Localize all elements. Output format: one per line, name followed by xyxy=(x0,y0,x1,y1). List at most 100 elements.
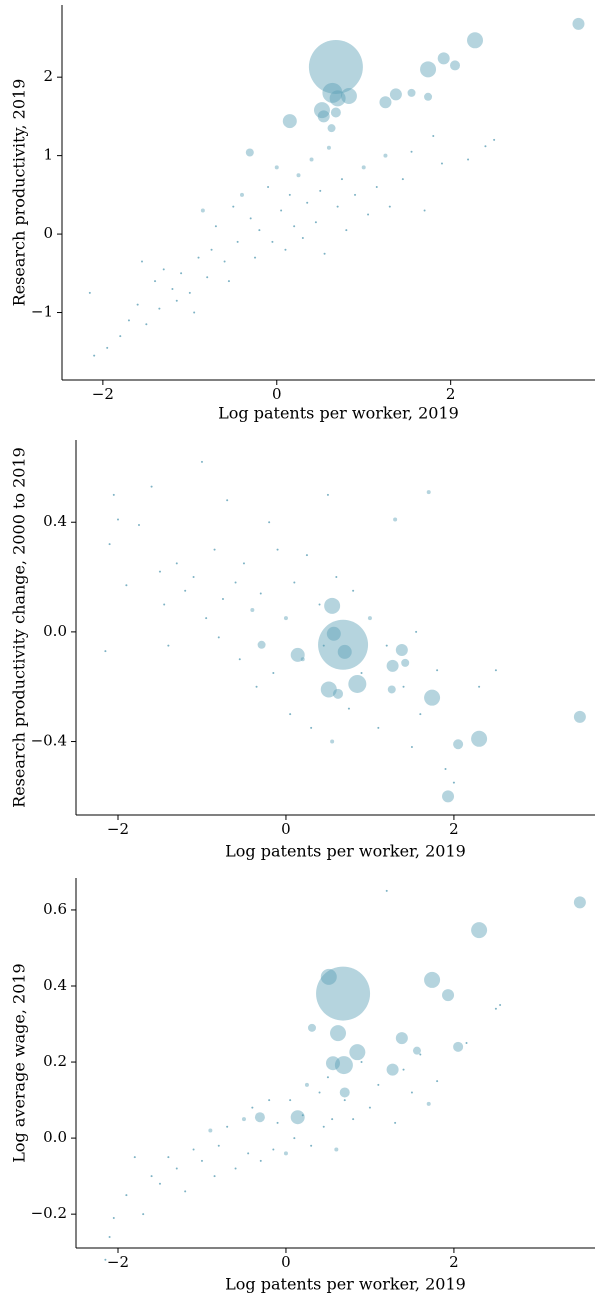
point xyxy=(162,268,165,271)
point xyxy=(572,17,585,30)
point xyxy=(310,726,313,729)
point xyxy=(320,681,337,698)
point xyxy=(388,205,391,208)
point xyxy=(323,252,326,255)
point xyxy=(226,499,229,502)
point xyxy=(327,124,336,133)
y-tick-label: 0 xyxy=(43,224,53,242)
point xyxy=(193,311,196,314)
point xyxy=(150,485,153,488)
point xyxy=(236,240,239,243)
point xyxy=(108,1235,111,1238)
point xyxy=(306,201,309,204)
point xyxy=(137,523,140,526)
point xyxy=(223,260,226,263)
point xyxy=(192,576,195,579)
x-tick-label: 0 xyxy=(272,385,282,403)
point xyxy=(385,644,388,647)
y-tick-label: 0.4 xyxy=(43,512,67,530)
x-tick-label: −2 xyxy=(92,385,114,403)
point xyxy=(410,150,413,153)
point xyxy=(337,644,352,659)
point xyxy=(442,989,455,1002)
x-tick-label: 2 xyxy=(449,820,459,838)
point xyxy=(336,205,339,208)
point xyxy=(407,88,416,97)
point xyxy=(257,640,266,649)
point xyxy=(180,272,183,275)
point xyxy=(301,1114,304,1117)
point xyxy=(276,548,279,551)
x-axis-label: Log patents per worker, 2019 xyxy=(225,842,466,861)
point xyxy=(200,1159,203,1162)
point xyxy=(154,280,157,283)
point xyxy=(238,658,241,661)
point xyxy=(255,685,258,688)
point xyxy=(329,90,346,107)
point xyxy=(140,260,143,263)
point xyxy=(217,1144,220,1147)
point xyxy=(324,597,341,614)
point xyxy=(471,730,488,747)
point xyxy=(322,644,325,647)
point xyxy=(419,713,422,716)
point xyxy=(167,1156,170,1159)
point xyxy=(125,1194,128,1197)
point xyxy=(239,192,244,197)
point xyxy=(167,644,170,647)
point xyxy=(423,209,426,212)
point xyxy=(385,889,388,892)
point xyxy=(352,1118,355,1121)
point xyxy=(333,688,344,699)
point xyxy=(293,225,296,228)
point xyxy=(175,299,178,302)
point xyxy=(377,1083,380,1086)
x-tick-label: −2 xyxy=(107,1253,129,1271)
point xyxy=(227,280,230,283)
point xyxy=(272,1148,275,1151)
point xyxy=(424,971,441,988)
point xyxy=(200,460,203,463)
point xyxy=(268,521,271,524)
point xyxy=(326,493,329,496)
point xyxy=(394,1121,397,1124)
point xyxy=(402,1068,405,1071)
point xyxy=(304,1082,309,1087)
point xyxy=(289,713,292,716)
point xyxy=(330,739,335,744)
point xyxy=(453,1041,464,1052)
point xyxy=(200,208,205,213)
point xyxy=(112,493,115,496)
point xyxy=(426,1101,431,1106)
point xyxy=(226,1125,229,1128)
point xyxy=(335,576,338,579)
point xyxy=(93,354,96,357)
point xyxy=(330,107,341,118)
point xyxy=(175,562,178,565)
point xyxy=(395,1032,408,1045)
point xyxy=(290,1110,305,1125)
point xyxy=(318,603,321,606)
point xyxy=(293,1137,296,1140)
point xyxy=(145,323,148,326)
point xyxy=(254,1112,265,1123)
point xyxy=(296,173,301,178)
point xyxy=(283,616,288,621)
point xyxy=(213,1175,216,1178)
point xyxy=(280,209,283,212)
y-tick-label: −0.4 xyxy=(31,732,67,750)
point xyxy=(334,1056,353,1075)
point xyxy=(313,102,330,119)
point xyxy=(401,178,404,181)
point xyxy=(318,619,369,670)
x-tick-label: 2 xyxy=(449,1253,459,1271)
point xyxy=(158,570,161,573)
point xyxy=(106,346,109,349)
point xyxy=(104,650,107,653)
y-tick-label: 2 xyxy=(43,67,53,85)
point xyxy=(232,205,235,208)
point xyxy=(259,1159,262,1162)
point xyxy=(309,157,314,162)
point xyxy=(325,1056,340,1071)
